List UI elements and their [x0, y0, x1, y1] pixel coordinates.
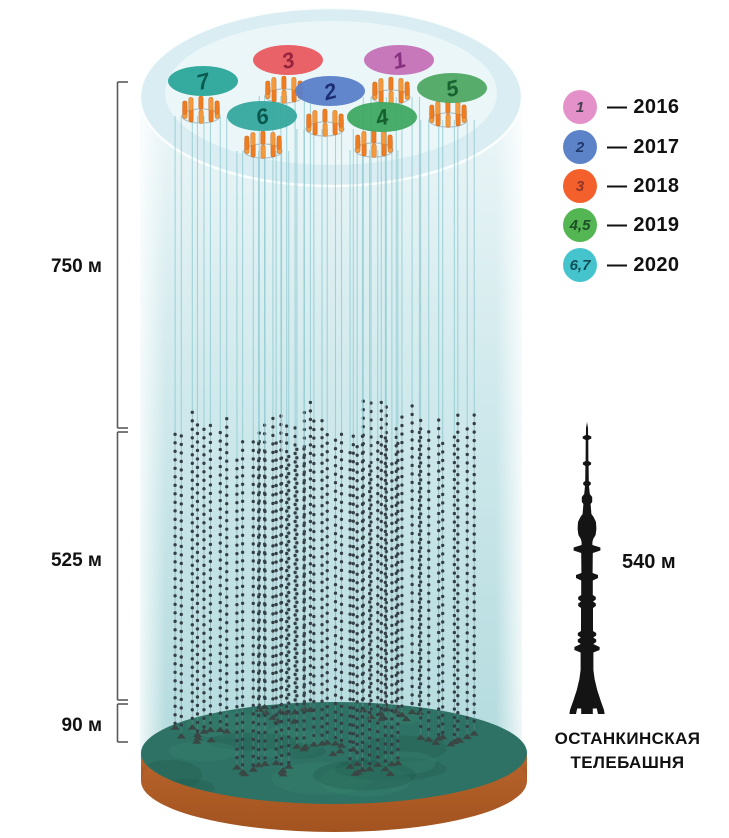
buoy-cluster-6: [243, 130, 283, 159]
string-cluster-4: [345, 150, 403, 777]
buoy-cluster-7: [181, 95, 221, 124]
cluster-pad-7: 7: [168, 66, 238, 96]
cluster-pad-2: 2: [295, 76, 365, 106]
cluster-pad-3: 3: [253, 45, 323, 75]
buoy-cluster-5: [428, 99, 468, 128]
cluster-number-3: 3: [279, 47, 297, 74]
buoy-cluster-4: [354, 129, 394, 158]
cluster-pad-5: 5: [417, 73, 487, 103]
string-cluster-2: [292, 129, 358, 757]
string-cluster-6: [232, 151, 294, 777]
tower-caption: ОСТАНКИНСКАЯ ТЕЛЕБАШНЯ: [535, 727, 720, 775]
seabed: [141, 702, 527, 832]
cluster-pad-6: 6: [227, 101, 297, 131]
buoy-cluster-1: [371, 76, 411, 105]
buoy-cluster-2: [305, 108, 345, 137]
cluster-pad-1: 1: [364, 45, 434, 75]
tower-caption-line2: ТЕЛЕБАШНЯ: [570, 753, 685, 772]
ostankino-tower-silhouette: [569, 422, 605, 714]
depth-label-750m: 750 м: [50, 256, 102, 277]
depth-brackets: [116, 81, 128, 743]
depth-label-525m: 525 м: [50, 550, 102, 571]
string-cluster-7: [170, 116, 232, 744]
tower-height-label: 540 м: [622, 551, 676, 573]
cluster-number-4: 4: [372, 104, 391, 131]
cluster-number-1: 1: [390, 47, 408, 74]
cluster-pad-4: 4: [347, 102, 417, 132]
depth-label-90m: 90 м: [61, 715, 102, 736]
string-cluster-5: [416, 120, 479, 747]
tower-caption-line1: ОСТАНКИНСКАЯ: [554, 729, 701, 748]
